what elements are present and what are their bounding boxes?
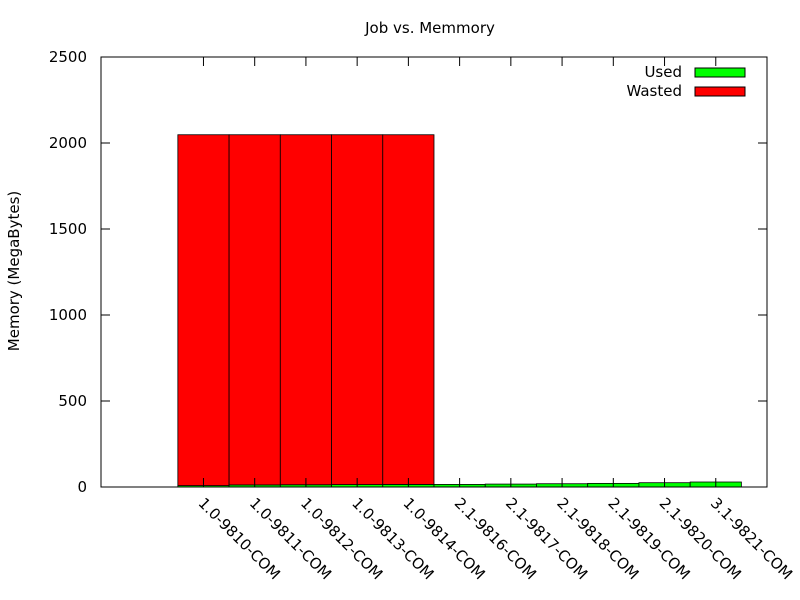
- y-tick-label: 2500: [49, 48, 87, 66]
- y-tick-label: 1000: [49, 306, 87, 324]
- bar-wasted-1.0-9810-COM: [177, 134, 230, 487]
- y-tick-label: 1500: [49, 220, 87, 238]
- chart-title: Job vs. Memmory: [364, 19, 495, 37]
- legend-label-wasted: Wasted: [626, 82, 682, 100]
- bars-layer: [177, 134, 742, 488]
- legend-label-used: Used: [644, 63, 682, 81]
- y-tick-label: 0: [77, 478, 87, 496]
- legend-swatch-wasted: [694, 86, 746, 97]
- legend-swatch-used: [694, 67, 746, 78]
- y-tick-label: 2000: [49, 134, 87, 152]
- y-tick-label: 500: [58, 392, 87, 410]
- bar-wasted-1.0-9814-COM: [382, 134, 435, 485]
- bar-wasted-1.0-9812-COM: [279, 134, 332, 486]
- y-axis-label: Memory (MegaBytes): [5, 191, 23, 351]
- plot-frame: [100, 56, 768, 488]
- bar-wasted-1.0-9811-COM: [228, 134, 281, 486]
- bar-wasted-1.0-9813-COM: [331, 134, 384, 485]
